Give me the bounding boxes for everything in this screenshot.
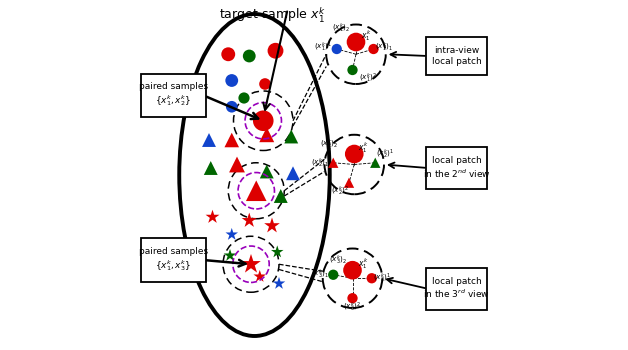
Text: $(x_2^k)_2$: $(x_2^k)_2$ <box>320 137 338 150</box>
Point <box>244 218 254 223</box>
Text: $(x_1^k)_1$: $(x_1^k)_1$ <box>374 41 392 54</box>
Point <box>271 48 281 54</box>
Point <box>286 134 296 139</box>
Text: intra-view
local patch: intra-view local patch <box>432 46 482 66</box>
Text: $x_1^k$: $x_1^k$ <box>360 28 371 43</box>
Point <box>272 249 282 255</box>
Text: $(x_3^k)_2$: $(x_3^k)_2$ <box>329 253 347 267</box>
Point <box>255 274 265 279</box>
Point <box>223 51 233 57</box>
Point <box>246 261 256 267</box>
FancyBboxPatch shape <box>426 37 487 75</box>
Text: local patch
in the 3$^{rd}$ view: local patch in the 3$^{rd}$ view <box>423 277 490 301</box>
Text: $(x_1^k)_2$: $(x_1^k)_2$ <box>332 22 350 35</box>
Point <box>349 151 359 157</box>
FancyBboxPatch shape <box>426 268 487 310</box>
Point <box>328 160 338 166</box>
Text: $(x_1^k)^1$: $(x_1^k)^1$ <box>315 41 333 54</box>
Text: $(x_2^k)^1$: $(x_2^k)^1$ <box>376 148 394 161</box>
Point <box>227 78 237 83</box>
Point <box>260 81 270 87</box>
Point <box>367 275 377 281</box>
Text: $(x_1^k)^2$: $(x_1^k)^2$ <box>359 72 377 85</box>
Text: paired samples
$\{x_1^k, x_2^k\}$: paired samples $\{x_1^k, x_2^k\}$ <box>139 82 208 108</box>
Point <box>351 39 361 45</box>
FancyBboxPatch shape <box>141 74 205 117</box>
Point <box>227 232 237 237</box>
Point <box>239 95 249 101</box>
Point <box>328 272 338 278</box>
FancyBboxPatch shape <box>141 238 205 282</box>
Point <box>204 137 214 143</box>
Point <box>258 118 268 124</box>
Text: $(x_2^k)^2$: $(x_2^k)^2$ <box>331 184 349 198</box>
Point <box>251 188 261 194</box>
Point <box>347 295 357 301</box>
Point <box>227 137 237 143</box>
Point <box>262 132 272 138</box>
Point <box>347 67 357 73</box>
Point <box>232 162 242 167</box>
Point <box>371 160 381 166</box>
Point <box>206 165 216 171</box>
FancyBboxPatch shape <box>426 147 487 189</box>
Point <box>344 180 354 186</box>
Point <box>207 214 217 220</box>
Point <box>276 193 286 199</box>
Point <box>274 281 284 286</box>
Text: $(x_3^k)^1$: $(x_3^k)^1$ <box>373 272 391 285</box>
Point <box>227 104 237 110</box>
Point <box>347 267 357 273</box>
Text: $(x_3^k)_1$: $(x_3^k)_1$ <box>311 268 329 281</box>
Point <box>267 223 277 229</box>
Text: $(x_2^k)_1$: $(x_2^k)_1$ <box>311 156 328 170</box>
Point <box>369 46 379 52</box>
Text: $(x_3^k)^2$: $(x_3^k)^2$ <box>344 300 362 314</box>
Text: local patch
in the 2$^{nd}$ view: local patch in the 2$^{nd}$ view <box>423 156 490 180</box>
Point <box>262 169 272 174</box>
Text: target sample $x_1^k$: target sample $x_1^k$ <box>219 5 325 25</box>
Text: paired samples
$\{x_1^k, x_3^k\}$: paired samples $\{x_1^k, x_3^k\}$ <box>139 247 208 273</box>
Point <box>332 46 342 52</box>
Text: $x_1^k$: $x_1^k$ <box>358 256 368 271</box>
Point <box>244 53 254 59</box>
Point <box>288 170 298 176</box>
Point <box>225 253 235 258</box>
Text: $x_1^k$: $x_1^k$ <box>359 140 369 155</box>
